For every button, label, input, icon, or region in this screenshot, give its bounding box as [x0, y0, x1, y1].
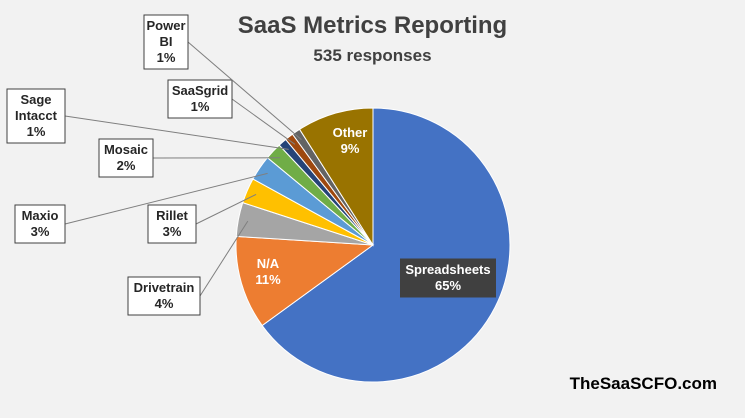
pie-labels: Spreadsheets65%N/A11%Drivetrain4%Rillet3… [6, 14, 496, 316]
watermark-text: TheSaaSCFO.com [569, 374, 717, 393]
label-pct-rillet: 3% [163, 224, 182, 239]
label-box-mosaic [98, 138, 154, 178]
label-name-power-bi: Power [146, 18, 185, 33]
label-pct-n-a: 11% [255, 272, 281, 287]
label-pct-other: 9% [341, 141, 360, 156]
pie-slice-other [298, 107, 374, 247]
chart-title: SaaS Metrics Reporting [237, 12, 508, 39]
leader-line-maxio [64, 172, 268, 225]
label-name-sage-intacct: Sage [20, 92, 51, 107]
leader-line-sage-intacct [64, 115, 289, 150]
label-box-drivetrain [127, 276, 201, 316]
label-name-rillet: Rillet [156, 208, 188, 223]
pie-slices [235, 107, 511, 383]
label-name-mosaic: Mosaic [104, 142, 148, 157]
label-name-spreadsheets: Spreadsheets [405, 262, 490, 277]
label-pct-spreadsheets: 65% [435, 278, 461, 293]
label-box-rillet [147, 204, 197, 244]
label-name-saasgrid: SaaSgrid [172, 83, 228, 98]
label-pct-sage-intacct: 1% [27, 124, 46, 139]
label-pct-power-bi: 1% [157, 50, 176, 65]
label-name-drivetrain: Drivetrain [134, 280, 195, 295]
label-pct-drivetrain: 4% [155, 296, 174, 311]
leader-line-rillet [195, 193, 257, 225]
label-name-maxio: Maxio [22, 208, 59, 223]
label-pct-saasgrid: 1% [191, 99, 210, 114]
label-pct-mosaic: 2% [117, 158, 136, 173]
label-box-power-bi [143, 14, 189, 70]
leader-line-power-bi [187, 41, 302, 140]
label-name-power-bi: BI [160, 34, 173, 49]
label-box-sage-intacct [6, 88, 66, 144]
label-name-sage-intacct: Intacct [15, 108, 58, 123]
leader-line-drivetrain [199, 220, 249, 297]
label-name-other: Other [333, 125, 368, 140]
pie-slice-spreadsheets [261, 107, 511, 383]
leader-line-saasgrid [231, 98, 296, 145]
label-name-n-a: N/A [257, 256, 280, 271]
label-box-saasgrid [167, 79, 233, 119]
chart-subtitle: 535 responses [313, 46, 432, 65]
label-pct-maxio: 3% [31, 224, 50, 239]
label-box-spreadsheets [400, 258, 496, 298]
label-box-maxio [14, 204, 66, 244]
